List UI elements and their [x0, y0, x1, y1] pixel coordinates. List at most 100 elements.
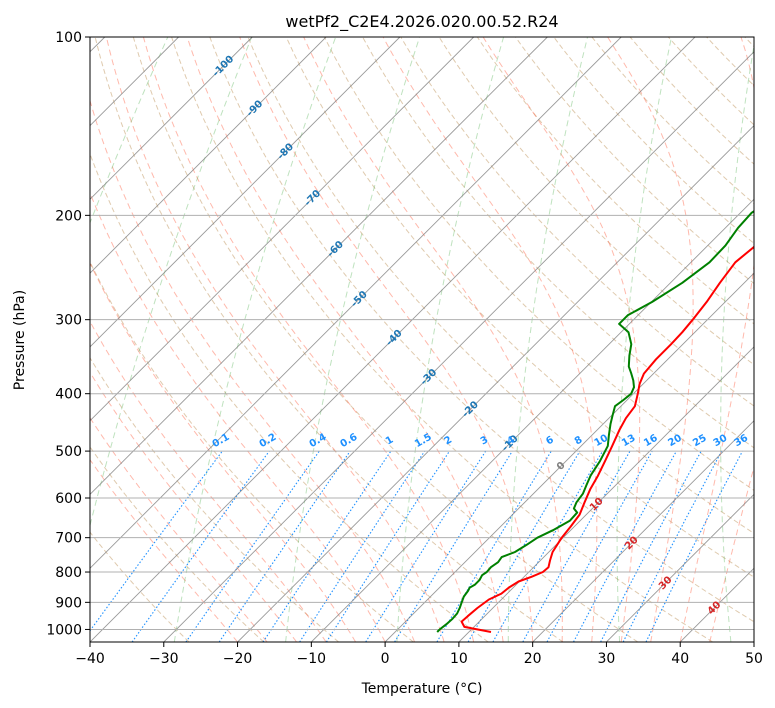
isotherm-line — [310, 198, 754, 642]
x-tick-label: 0 — [381, 651, 390, 667]
y-tick-label: 300 — [55, 313, 82, 329]
moist-adiabat-line — [90, 458, 238, 642]
moist-adiabat-line — [303, 37, 563, 642]
profile-lines — [436, 209, 754, 633]
moist-adiabat-line — [709, 465, 754, 642]
x-axis: −40 −30 −20 −10 0 10 20 30 40 50 — [75, 642, 763, 667]
dry-adiabat-line — [94, 37, 564, 642]
mixing-ratio-line — [622, 450, 723, 642]
wet-bulb-line — [720, 42, 754, 642]
x-tick-label: −20 — [223, 651, 253, 667]
wet-bulb-line — [90, 37, 253, 528]
moist-adiabat-line — [679, 37, 754, 642]
moist-adiabat-line — [90, 416, 268, 642]
moist-adiabat-line — [482, 37, 641, 642]
background-lines — [90, 37, 754, 642]
dry-adiabat-line — [171, 37, 713, 642]
x-tick-label: 40 — [671, 651, 689, 667]
x-axis-label: Temperature (°C) — [361, 681, 483, 697]
dry-adiabat-line — [132, 37, 639, 642]
x-tick-label: 10 — [450, 651, 468, 667]
dry-adiabat-line — [476, 37, 754, 325]
moist-adiabat-line — [90, 191, 386, 642]
dry-adiabat-line — [90, 356, 339, 642]
mixing-ratio-line — [131, 450, 270, 642]
isotherm-line — [237, 124, 754, 642]
plot-area — [90, 37, 754, 642]
mixing-ratio-line — [325, 450, 450, 642]
dry-adiabat-line — [629, 37, 754, 165]
dry-adiabat-line — [553, 37, 754, 245]
moist-adiabat-line — [90, 371, 297, 642]
moist-adiabat-line — [382, 37, 598, 642]
moist-adiabat-line — [607, 37, 694, 642]
mixing-ratio-label: 1 — [384, 434, 396, 447]
mixing-ratio-line — [394, 450, 513, 642]
x-tick-label: −40 — [75, 651, 105, 667]
isotherm-line — [90, 37, 622, 569]
mixing-ratio-line — [573, 450, 677, 642]
dry-adiabat-line — [438, 37, 754, 366]
isotherm-line — [606, 493, 754, 642]
dry-adiabat-line — [209, 37, 754, 623]
isotherm-line — [90, 37, 548, 496]
y-tick-label: 200 — [55, 208, 82, 224]
wet-bulb-line — [616, 37, 672, 642]
isotherm-line — [532, 420, 754, 642]
mixing-ratio-line — [600, 450, 702, 642]
isotherm-line — [163, 51, 754, 642]
dry-adiabat-line — [90, 260, 414, 642]
isotherm-line — [90, 37, 475, 422]
moist-adiabat-line — [90, 320, 327, 642]
y-tick-label: 900 — [55, 595, 82, 611]
wet-bulb-line — [173, 37, 337, 642]
x-tick-label: −10 — [297, 651, 327, 667]
plot-frame — [89, 36, 755, 643]
x-tick-label: 30 — [598, 651, 616, 667]
mixing-ratio-line — [90, 450, 223, 632]
moist-adiabat-line — [90, 262, 357, 642]
dry-adiabat-line — [400, 37, 754, 407]
mixing-ratio-line — [185, 450, 320, 642]
x-tick-label: 20 — [524, 651, 542, 667]
mixing-ratio-label: 4 — [505, 434, 517, 447]
moist-adiabat-line — [239, 37, 534, 642]
y-tick-label: 1000 — [46, 622, 82, 638]
temperature-profile-line — [460, 245, 754, 633]
isotherm-line — [90, 37, 401, 348]
moist-adiabat-line — [186, 37, 504, 642]
x-tick-label: 50 — [745, 651, 763, 667]
y-tick-label: 400 — [55, 387, 82, 403]
chart-title: wetPf2_C2E4.2026.020.00.52.R24 — [285, 12, 558, 32]
dry-adiabat-line — [323, 37, 754, 491]
line-labels: -100-90-80-70-60-50-40-30-20-10010203040… — [211, 54, 750, 617]
mixing-ratio-line — [218, 450, 351, 642]
isotherm-line — [90, 37, 327, 274]
wet-bulb-line — [90, 37, 169, 225]
mixing-ratio-line — [492, 450, 604, 642]
mixing-ratio-label: 8 — [573, 434, 585, 447]
wet-bulb-line — [507, 37, 588, 642]
y-tick-label: 500 — [55, 444, 82, 460]
y-tick-label: 700 — [55, 531, 82, 547]
dry-adiabat-line — [90, 531, 190, 642]
y-tick-label: 800 — [55, 565, 82, 581]
wet-bulb-line — [285, 37, 421, 642]
isotherm-line — [90, 37, 696, 642]
mixing-ratio-line — [299, 450, 426, 642]
mixing-ratio-label: 2 — [442, 434, 454, 447]
mixing-ratio-line — [365, 450, 487, 642]
mixing-ratio-line — [645, 450, 743, 642]
isotherm-line — [384, 272, 754, 642]
moist-adiabat-line — [105, 37, 445, 642]
y-tick-label: 600 — [55, 491, 82, 507]
mixing-ratio-label: 6 — [544, 434, 556, 447]
mixing-ratio-label: 3 — [479, 434, 491, 447]
wet-bulb-line — [396, 37, 505, 642]
y-axis: 100 200 300 400 500 600 700 800 900 1000 — [46, 30, 90, 638]
y-axis-label: Pressure (hPa) — [12, 290, 28, 390]
y-tick-label: 100 — [55, 30, 82, 46]
isotherm-line — [90, 37, 253, 200]
mixing-ratio-line — [522, 450, 631, 642]
